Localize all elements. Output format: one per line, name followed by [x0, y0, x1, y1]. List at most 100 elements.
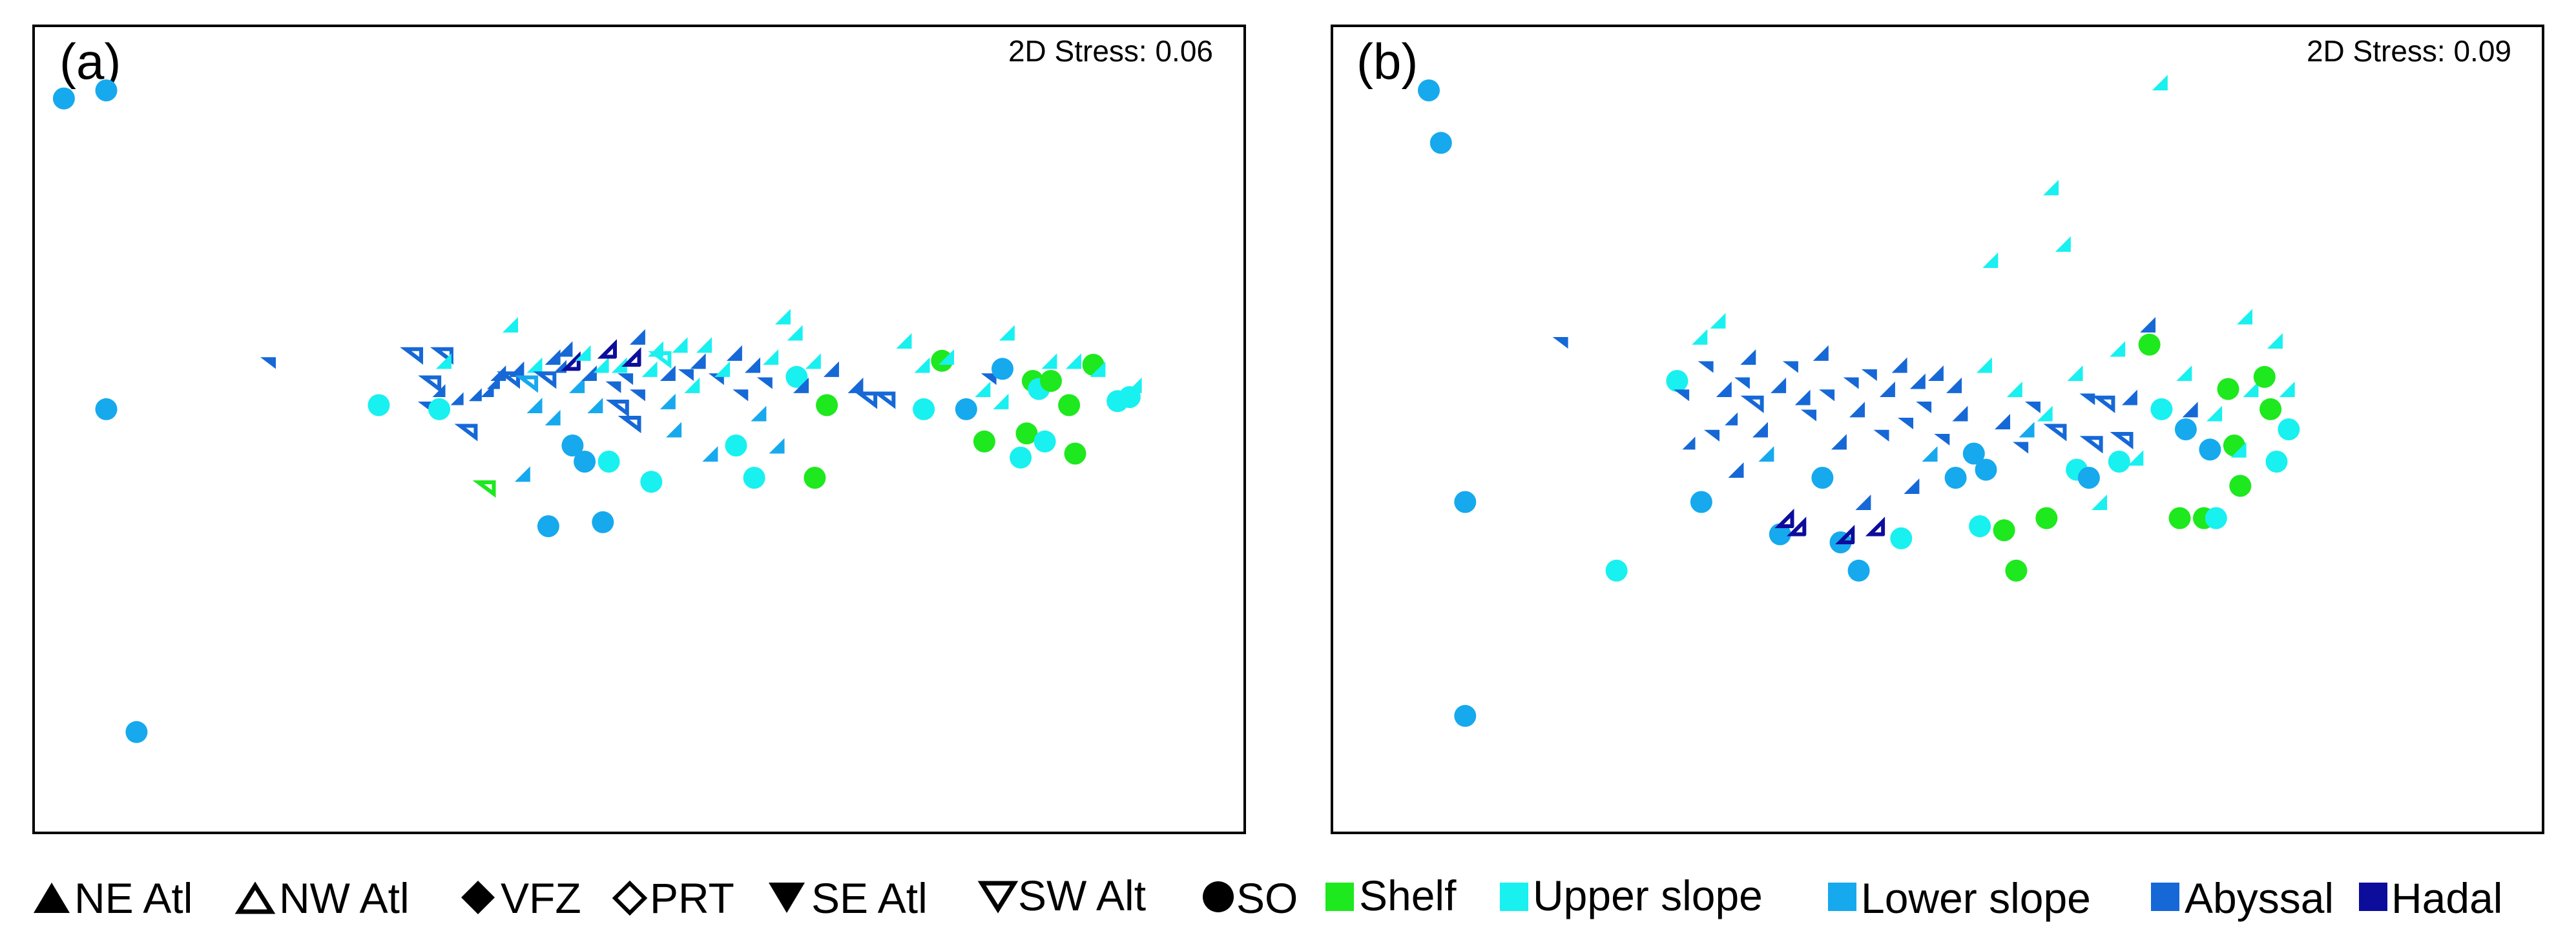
- data-point-b-23: [1771, 377, 1787, 393]
- legend-marker-circle-filled: [1203, 881, 1234, 912]
- data-point-a-84: [847, 377, 864, 393]
- data-point-a-106: [1058, 394, 1081, 416]
- data-point-a-33: [561, 435, 584, 456]
- data-point-a-92: [955, 398, 977, 420]
- data-point-b-90: [2176, 365, 2192, 382]
- data-point-a-1: [95, 79, 118, 101]
- data-point-b-16: [1728, 462, 1744, 478]
- data-point-b-62: [2005, 559, 2028, 582]
- data-point-b-82: [2121, 389, 2137, 405]
- data-point-b-77: [2092, 495, 2108, 511]
- data-point-a-41: [593, 357, 609, 373]
- data-point-a-35: [569, 377, 585, 393]
- data-point-b-29: [1811, 467, 1834, 489]
- data-point-b-58: [1976, 357, 1992, 373]
- data-point-a-13: [450, 392, 464, 405]
- data-point-a-3: [125, 721, 148, 743]
- legend-swatch-abyssal: [2151, 883, 2179, 911]
- data-point-a-15: [468, 388, 482, 402]
- data-point-b-71: [2055, 236, 2071, 252]
- data-point-a-96: [992, 358, 1013, 380]
- data-point-b-69: [2043, 179, 2059, 196]
- data-point-b-33: [1831, 434, 1847, 450]
- data-point-b-63: [2006, 382, 2022, 398]
- legend-item-hadal: Hadal: [2359, 874, 2502, 922]
- data-point-b-65: [2019, 422, 2035, 438]
- data-point-a-61: [684, 377, 700, 393]
- data-point-b-37: [1849, 402, 1865, 418]
- data-point-b-85: [2140, 317, 2156, 333]
- data-point-a-72: [751, 405, 767, 422]
- data-point-b-50: [1927, 365, 1944, 382]
- legend-marker-diamond-filled: [461, 881, 495, 914]
- data-point-a-51: [629, 329, 645, 345]
- data-point-b-39: [1861, 369, 1877, 382]
- data-point-b-68: [2037, 405, 2053, 422]
- data-point-a-4: [260, 357, 276, 369]
- data-point-b-51: [1934, 434, 1950, 446]
- legend-item-abyssal: Abyssal: [2151, 874, 2334, 922]
- data-point-a-82: [816, 394, 838, 416]
- data-point-a-75: [769, 438, 785, 454]
- data-point-a-25: [526, 357, 543, 373]
- data-point-b-34: [1835, 524, 1855, 545]
- data-point-b-44: [1891, 357, 1907, 373]
- data-point-b-96: [2217, 378, 2239, 400]
- panel-b-label: (b): [1356, 33, 1418, 90]
- data-point-b-79: [2108, 451, 2130, 473]
- data-point-b-48: [1916, 402, 1932, 414]
- legend-item-so: SO: [1203, 874, 1298, 922]
- data-point-a-110: [1090, 361, 1106, 377]
- data-point-a-86: [872, 391, 896, 409]
- data-point-b-10: [1692, 329, 1708, 345]
- data-point-b-70: [2043, 424, 2067, 442]
- legend-marker-diamond-open: [612, 880, 648, 916]
- data-point-b-73: [2067, 365, 2083, 382]
- data-point-a-39: [587, 398, 603, 414]
- legend-swatch-upper-slope: [1500, 883, 1528, 911]
- data-point-a-29: [545, 349, 561, 365]
- data-point-b-43: [1890, 527, 1913, 549]
- data-point-b-11: [1698, 361, 1714, 373]
- data-point-a-0: [52, 87, 75, 110]
- data-point-a-2: [95, 398, 118, 420]
- data-point-b-100: [2237, 309, 2253, 325]
- data-point-a-28: [533, 371, 557, 389]
- data-point-b-107: [2279, 382, 2295, 398]
- data-point-a-64: [702, 446, 718, 462]
- data-point-b-19: [1740, 395, 1764, 413]
- data-point-a-77: [785, 365, 808, 388]
- data-point-a-47: [618, 373, 634, 385]
- legend-item-shelf: Shelf: [1325, 872, 1457, 919]
- data-point-a-21: [497, 371, 521, 389]
- data-point-a-53: [641, 361, 658, 377]
- data-point-a-57: [660, 393, 676, 409]
- data-point-b-1: [1429, 132, 1452, 154]
- data-point-b-98: [2229, 475, 2252, 497]
- data-point-b-15: [1725, 412, 1738, 425]
- data-point-b-0: [1418, 79, 1440, 101]
- data-point-a-8: [430, 347, 453, 365]
- data-point-b-31: [1819, 389, 1835, 402]
- data-point-b-25: [1782, 361, 1798, 373]
- data-point-a-99: [1010, 446, 1032, 469]
- data-point-b-45: [1898, 418, 1914, 430]
- data-point-b-81: [2110, 432, 2134, 450]
- data-point-a-68: [726, 345, 742, 361]
- data-point-b-105: [2267, 333, 2283, 349]
- data-point-b-27: [1794, 389, 1811, 405]
- data-point-a-81: [805, 353, 821, 369]
- data-point-b-102: [2253, 365, 2276, 388]
- legend-label-se-atl: SE Atl: [811, 874, 928, 922]
- data-point-b-64: [2013, 442, 2029, 454]
- data-point-b-80: [2110, 341, 2126, 357]
- data-point-b-26: [1787, 517, 1807, 537]
- data-point-a-105: [1041, 353, 1057, 369]
- data-point-a-38: [581, 365, 597, 382]
- data-point-a-108: [1065, 353, 1081, 369]
- data-point-b-86: [2150, 398, 2173, 420]
- data-point-b-4: [1552, 337, 1568, 349]
- data-point-b-89: [2174, 418, 2197, 440]
- data-point-a-78: [787, 325, 803, 341]
